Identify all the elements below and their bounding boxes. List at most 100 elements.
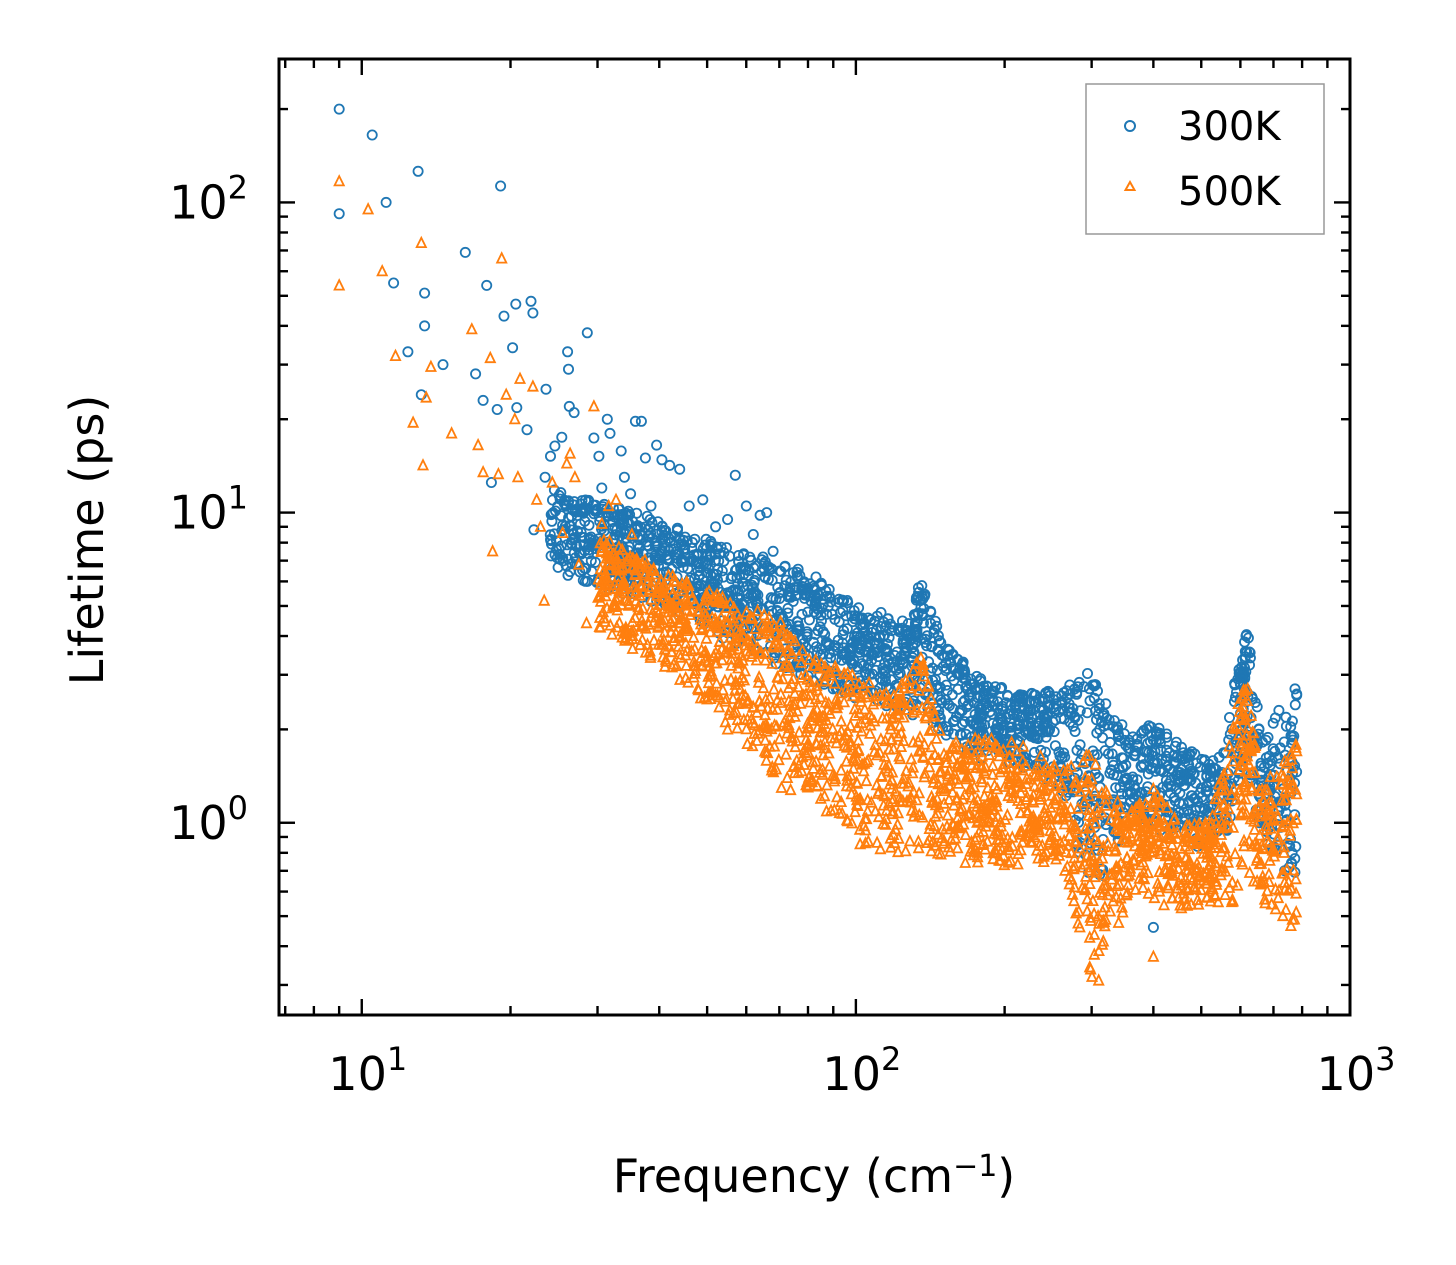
500k-cloud-point <box>1005 735 1018 748</box>
300k-cloud-point <box>941 663 953 675</box>
500k-cloud-point <box>1034 748 1047 762</box>
500k-cloud-point <box>1257 792 1270 805</box>
300k-cloud-point <box>1269 745 1281 757</box>
500k-cloud-point <box>708 656 722 669</box>
300k-cloud-point <box>882 613 894 625</box>
300k-cloud-point <box>952 683 964 695</box>
300k-cloud-point <box>859 634 871 646</box>
300k-cloud-point <box>918 617 930 629</box>
500k-cloud-point <box>788 633 801 647</box>
300k-cloud-point <box>1118 752 1130 764</box>
500k-cloud-point <box>1241 693 1254 706</box>
300k-cloud-point <box>808 636 820 648</box>
300k-cloud-point <box>859 626 871 638</box>
500k-cloud-point <box>1215 827 1228 840</box>
300k-cloud-point <box>918 603 930 615</box>
500k-cloud-point <box>857 763 870 777</box>
500k-cloud-point <box>629 610 642 623</box>
500k-cloud-point <box>1245 782 1258 795</box>
500k-cloud-point <box>757 680 770 694</box>
500k-cloud-point <box>928 818 941 832</box>
500k-cloud-point <box>710 676 723 689</box>
500k-cloud-point <box>851 720 864 733</box>
300k-cloud-point <box>1061 692 1073 704</box>
500k-cloud-point <box>710 618 723 631</box>
300k-cloud-point <box>1262 757 1274 769</box>
500k-cloud-point <box>756 618 769 631</box>
500k-cloud-point <box>859 835 872 849</box>
500k-data-point <box>595 516 608 529</box>
500k-cloud-point <box>726 691 740 704</box>
300k-cloud-point <box>1040 687 1052 699</box>
500k-cloud-point <box>878 749 891 762</box>
500k-cloud-point <box>1080 775 1093 788</box>
500k-cloud-point <box>988 778 1001 791</box>
500k-cloud-point <box>836 806 849 819</box>
500k-cloud-point <box>896 793 909 807</box>
500k-cloud-point <box>774 614 787 627</box>
500k-cloud-point <box>1093 854 1106 867</box>
500k-cloud-point <box>1056 812 1070 825</box>
300k-cloud-point <box>762 573 774 585</box>
500k-cloud-point <box>1092 943 1105 956</box>
500k-cloud-point <box>1069 821 1082 835</box>
500k-cloud-point <box>1142 886 1155 899</box>
300k-cloud-point <box>1073 810 1085 822</box>
500k-cloud-point <box>775 780 788 793</box>
300k-cloud-point <box>682 563 694 575</box>
500k-cloud-point <box>758 626 771 639</box>
500k-cloud-point <box>1028 779 1041 792</box>
500k-cloud-point <box>1127 813 1140 826</box>
300k-data-point <box>625 488 637 500</box>
500k-cloud-point <box>853 676 866 690</box>
500k-cloud-point <box>1109 803 1122 817</box>
300k-cloud-point <box>859 646 871 658</box>
500k-cloud-point <box>910 792 923 806</box>
300k-cloud-point <box>821 608 833 620</box>
500k-cloud-point <box>1183 841 1196 855</box>
300k-cloud-point <box>562 553 574 565</box>
500k-cloud-point <box>1044 817 1057 830</box>
500k-cloud-point <box>846 688 859 702</box>
500k-data-point <box>673 628 686 642</box>
500k-cloud-point <box>1121 877 1135 891</box>
500k-cloud-point <box>879 733 892 747</box>
500k-cloud-point <box>960 745 974 758</box>
300k-cloud-point <box>810 608 822 620</box>
500k-cloud-point <box>601 578 614 591</box>
500k-cloud-point <box>1097 877 1110 891</box>
500k-data-point <box>609 492 623 505</box>
300k-cloud-point <box>809 590 821 602</box>
500k-data-point <box>333 278 346 291</box>
500k-cloud-point <box>1152 834 1165 847</box>
y-tick-label-2: 102 <box>169 168 248 229</box>
500k-data-point <box>618 585 631 599</box>
tick-labels: 101 102 103 100 101 102 <box>169 168 1395 1101</box>
500k-cloud-point <box>1289 871 1302 885</box>
500k-data-point <box>560 456 573 469</box>
500k-cloud-point <box>876 787 889 800</box>
500k-cloud-point <box>687 654 700 667</box>
500k-cloud-point <box>658 601 671 614</box>
500k-cloud-point <box>981 780 994 793</box>
500k-cloud-point <box>784 782 797 796</box>
500k-cloud-point <box>1113 877 1126 890</box>
300k-cloud-point <box>962 698 974 710</box>
500k-cloud-point <box>741 696 754 709</box>
500k-cloud-point <box>1048 758 1061 772</box>
500k-cloud-point <box>1151 817 1164 831</box>
x-tick-label-2: 103 <box>1317 1040 1396 1101</box>
300k-data-point <box>645 500 657 512</box>
500k-cloud-point <box>1007 755 1020 768</box>
300k-data-point <box>767 545 779 557</box>
300k-cloud-point <box>1022 728 1034 740</box>
500k-cloud-point <box>824 731 838 744</box>
500k-cloud-point <box>900 702 913 715</box>
500k-cloud-point <box>1038 783 1051 797</box>
300k-cloud-point <box>960 682 972 694</box>
500k-cloud-point <box>635 613 648 626</box>
500k-cloud-point <box>1099 791 1112 805</box>
300k-cloud-point <box>747 591 759 603</box>
500k-cloud-point <box>782 643 795 656</box>
500k-cloud-point <box>768 718 781 731</box>
